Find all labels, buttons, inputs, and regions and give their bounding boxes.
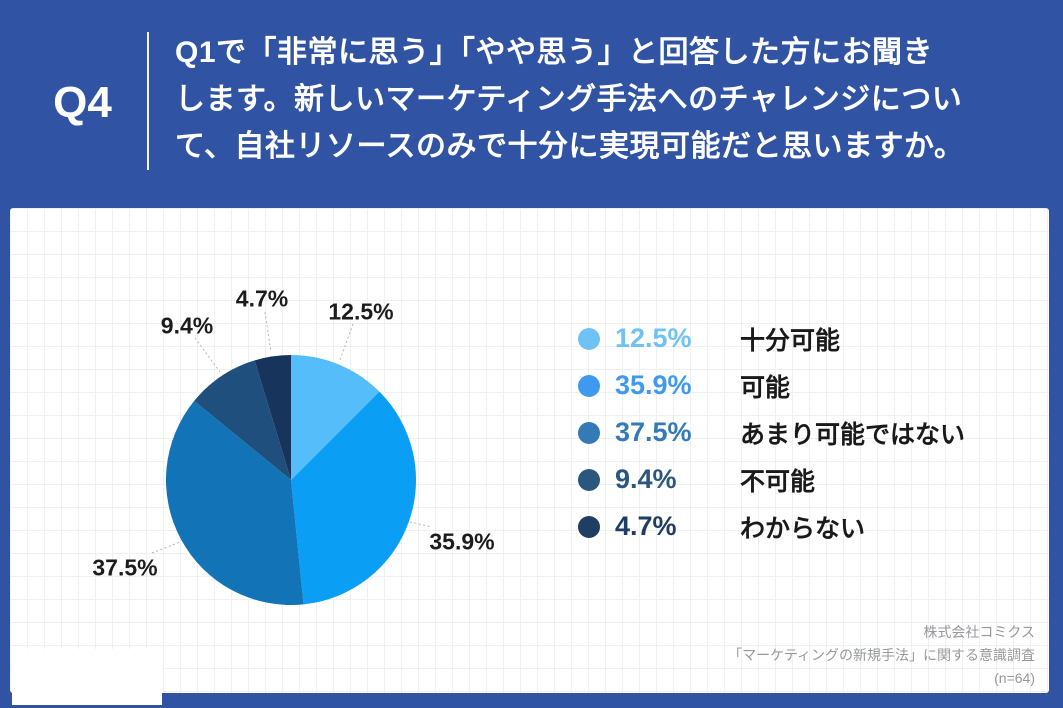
- pie-leader-lines: [151, 311, 433, 554]
- legend-percentage: 37.5%: [615, 417, 692, 447]
- legend-dot-icon: [578, 468, 600, 491]
- source-attribution: 株式会社コミクス 「マーケティングの新規手法」に関する意識調査 (n=64): [728, 621, 1035, 690]
- pie-slices: [166, 355, 417, 606]
- legend-item: 35.9% 可能: [578, 362, 1018, 409]
- legend: 12.5% 十分可能 35.9% 可能 37.5% あまり可能ではない 9.4%…: [578, 315, 1018, 550]
- pie-slice-4.7%: [254, 355, 291, 480]
- legend-label: 十分可能: [740, 326, 841, 355]
- legend-dot-icon: [578, 515, 600, 538]
- legend-dot-icon: [578, 374, 600, 397]
- pie-slice-9.4%: [194, 360, 291, 480]
- legend-label: わからない: [740, 514, 866, 543]
- legend-percentage: 9.4%: [615, 464, 677, 494]
- pie-slice-35.9%: [291, 391, 417, 605]
- source-line: 株式会社コミクス: [923, 624, 1035, 640]
- chart-card: 12.5% 35.9% 37.5% 9.4% 4.7% 12.5% 十分可能 3…: [10, 208, 1049, 705]
- question-text: Q1で「非常に思う」「やや思う」と回答した方にお聞き します。新しいマーケティン…: [175, 29, 1055, 170]
- pie-chart: [151, 311, 433, 606]
- legend-item: 37.5% あまり可能ではない: [578, 409, 1018, 456]
- legend-dot-icon: [578, 421, 600, 444]
- question-number: Q4: [53, 78, 112, 127]
- legend-item: 9.4% 不可能: [578, 456, 1018, 503]
- question-line: Q1で「非常に思う」「やや思う」と回答した方にお聞き: [175, 36, 934, 69]
- legend-dot-icon: [578, 327, 600, 350]
- pie-value-label: 12.5%: [328, 298, 394, 325]
- legend-percentage: 12.5%: [615, 323, 692, 353]
- header-divider: [147, 32, 149, 170]
- pie-value-label: 9.4%: [160, 312, 214, 339]
- leader-line-35.9: [409, 521, 433, 528]
- leader-line-4.7: [264, 311, 272, 353]
- source-line: (n=64): [994, 670, 1035, 686]
- legend-label: あまり可能ではない: [740, 420, 966, 449]
- legend-label: 不可能: [740, 467, 816, 496]
- pie-slice-12.5%: [291, 355, 380, 480]
- source-line: 「マーケティングの新規手法」に関する意識調査: [728, 647, 1035, 663]
- legend-percentage: 4.7%: [615, 511, 677, 541]
- legend-item: 12.5% 十分可能: [578, 315, 1018, 362]
- leader-line-12.5: [339, 323, 354, 361]
- pie-slice-37.5%: [166, 400, 304, 606]
- question-line: します。新しいマーケティング手法へのチャレンジについ: [175, 83, 963, 116]
- legend-label: 可能: [740, 373, 791, 402]
- legend-item: 4.7% わからない: [578, 503, 1018, 550]
- pie-value-label: 35.9%: [429, 528, 495, 555]
- leader-line-37.5: [151, 541, 181, 554]
- leader-line-9.4: [194, 337, 221, 373]
- pie-value-label: 4.7%: [235, 285, 289, 312]
- card-corner-mask: [12, 649, 162, 705]
- legend-percentage: 35.9%: [615, 370, 692, 400]
- pie-value-label: 37.5%: [92, 554, 158, 581]
- question-line: て、自社リソースのみで十分に実現可能だと思いますか。: [175, 130, 965, 163]
